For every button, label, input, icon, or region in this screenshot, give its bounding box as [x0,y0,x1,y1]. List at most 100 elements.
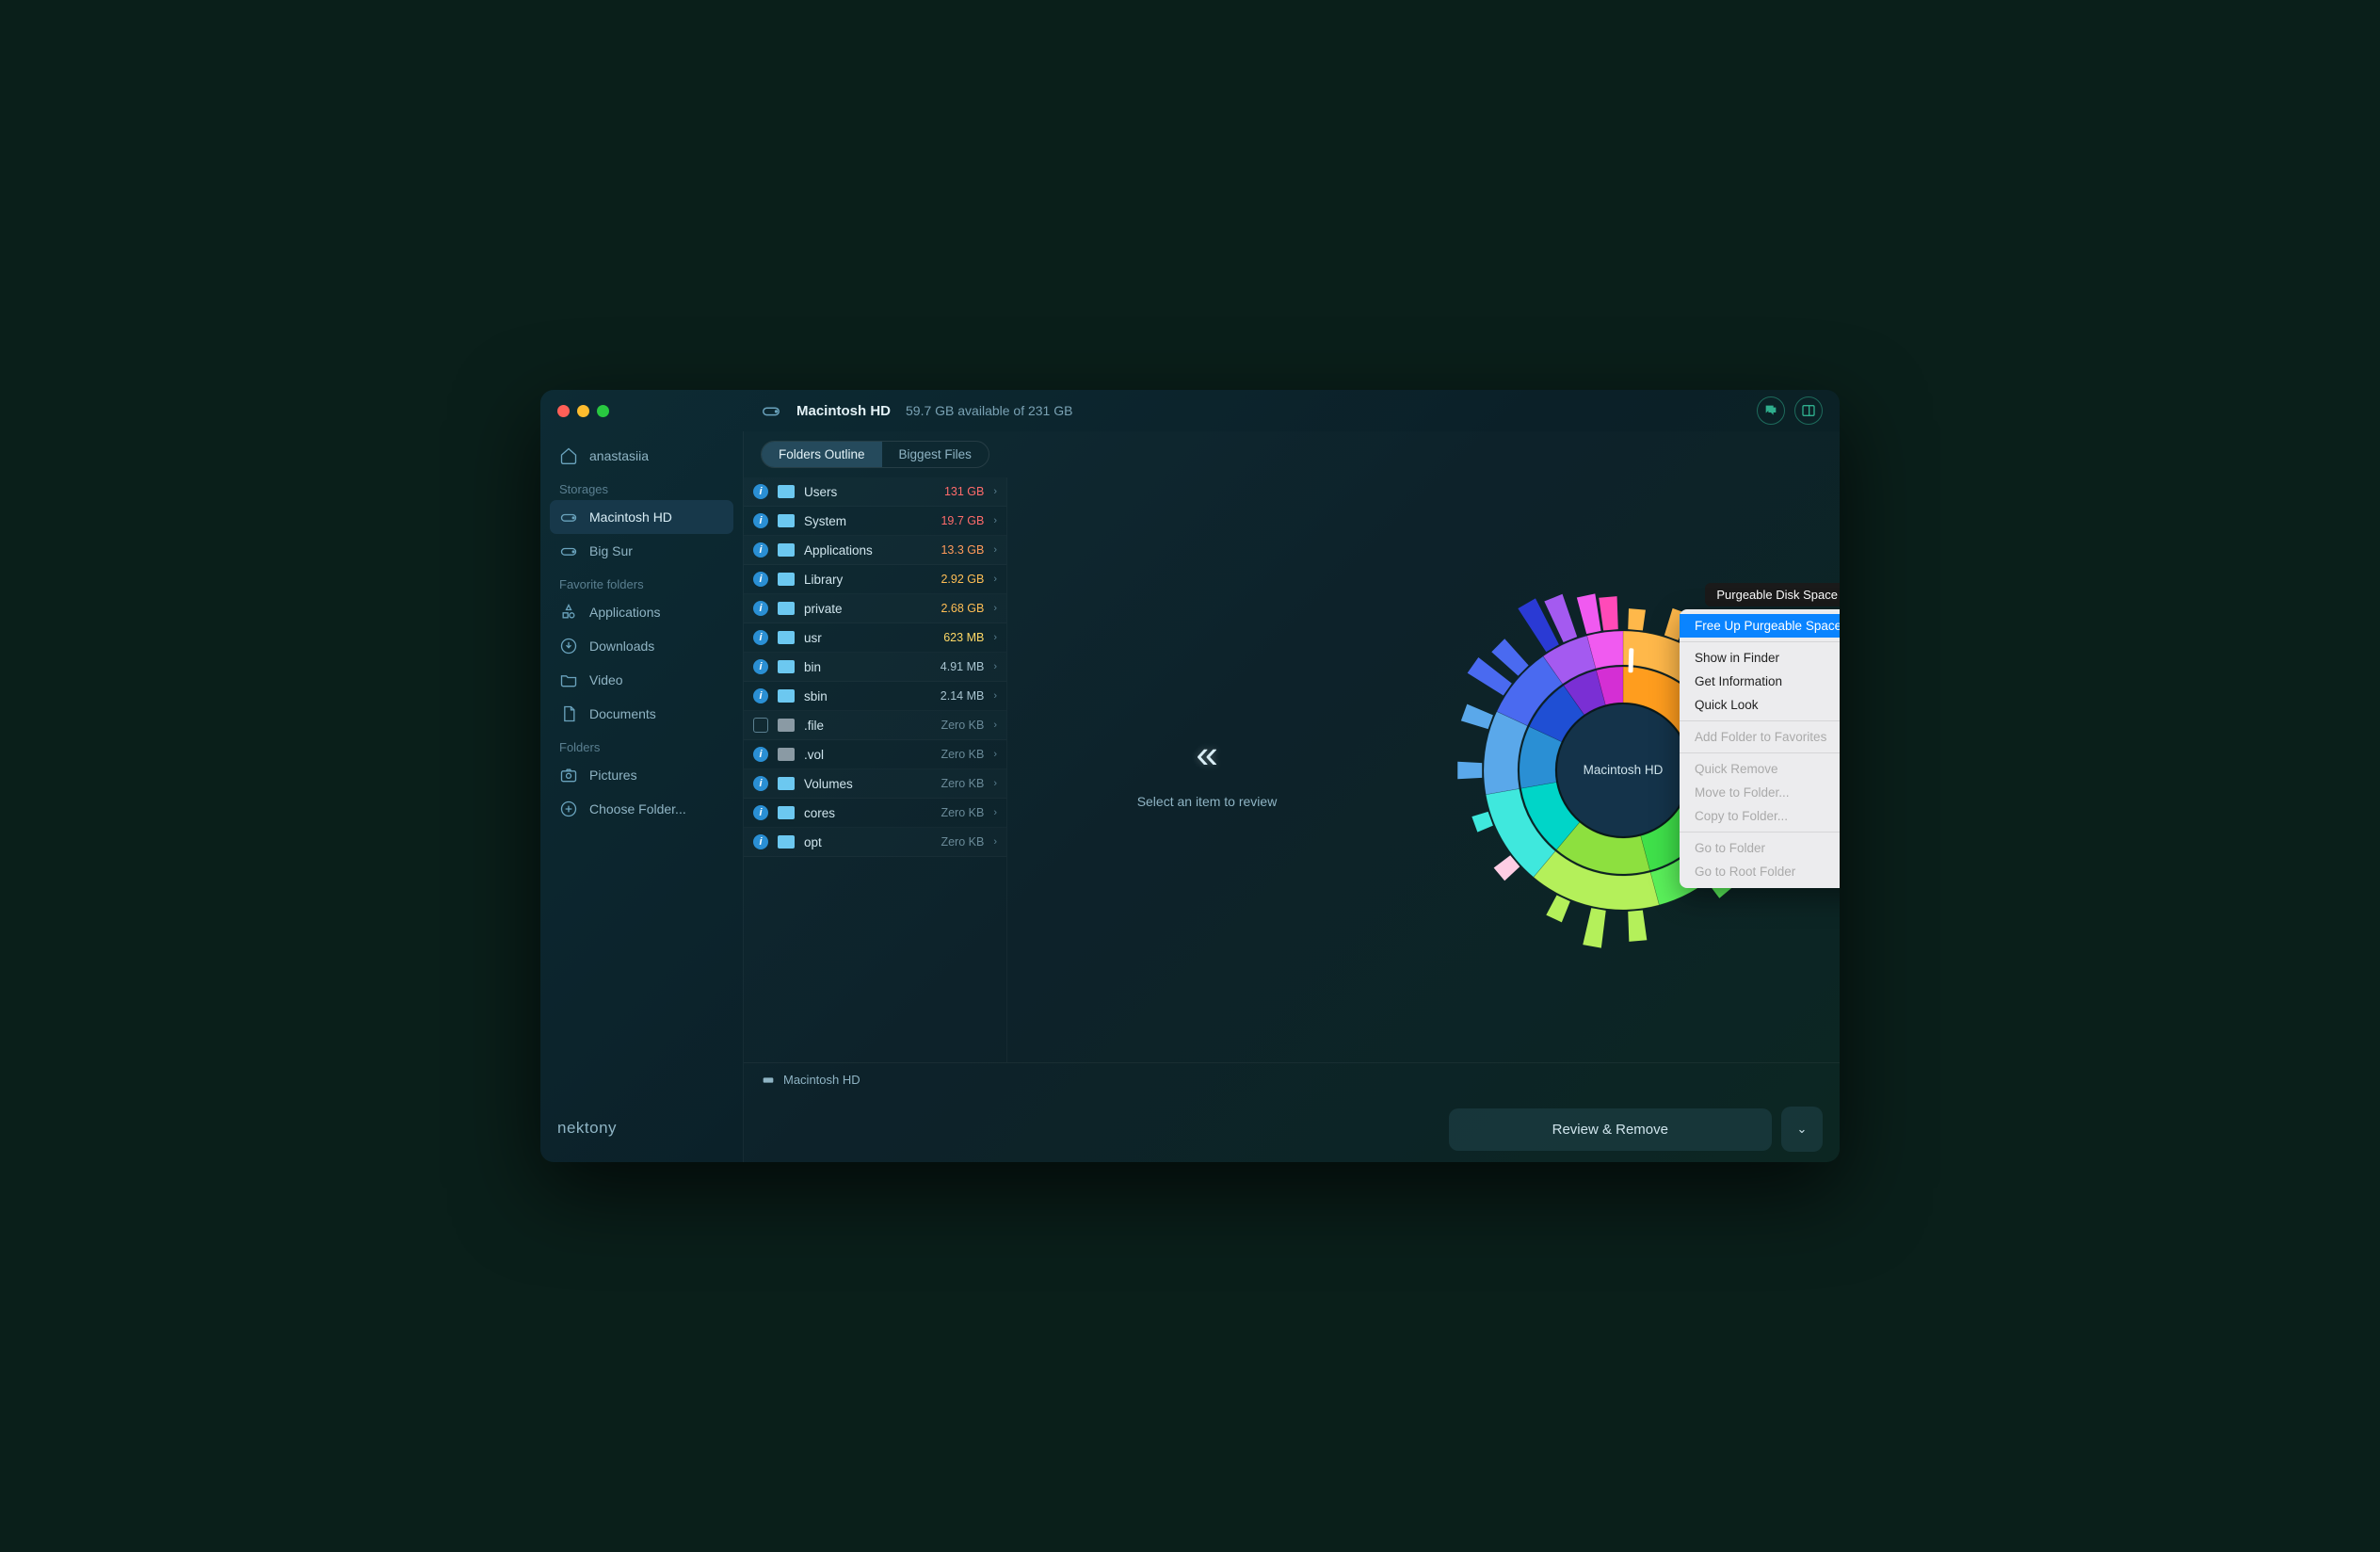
info-icon[interactable]: i [753,834,768,849]
sidebar-item-label: Big Sur [589,543,633,558]
camera-icon [559,766,578,784]
folder-row[interactable]: .fileZero KB› [744,711,1006,740]
chevron-right-icon: › [993,778,997,789]
info-icon[interactable]: i [753,747,768,762]
sidebar-item[interactable]: Applications [550,595,733,629]
info-icon[interactable]: i [753,572,768,587]
folder-row[interactable]: ioptZero KB› [744,828,1006,857]
sidebar-item[interactable]: Video [550,663,733,697]
chevron-right-icon: › [993,486,997,497]
sidebar-item[interactable]: Macintosh HD [550,500,733,534]
folder-row[interactable]: iUsers131 GB› [744,477,1006,507]
info-icon[interactable]: i [753,659,768,674]
folder-name: Library [804,573,922,587]
header-panel-button[interactable] [1794,396,1823,425]
folder-row[interactable]: iApplications13.3 GB› [744,536,1006,565]
menu-item: Quick Remove [1680,757,1840,781]
info-icon[interactable]: i [753,776,768,791]
folder-icon [778,719,795,732]
sidebar-item[interactable]: Big Sur [550,534,733,568]
folder-size: 2.92 GB [931,573,984,586]
folder-size: 131 GB [931,485,984,498]
sidebar-item[interactable]: Pictures [550,758,733,792]
folder-row[interactable]: iSystem19.7 GB› [744,507,1006,536]
chevron-right-icon: › [993,690,997,702]
menu-item: Copy to Folder... [1680,804,1840,828]
folder-name: sbin [804,689,922,703]
info-icon[interactable]: i [753,484,768,499]
folder-row[interactable]: icoresZero KB› [744,799,1006,828]
sidebar-user-label: anastasiia [589,448,649,463]
folder-name: Applications [804,543,922,558]
info-icon[interactable]: i [753,542,768,558]
review-dropdown-button[interactable]: ⌄ [1781,1107,1823,1152]
sidebar-item-label: Video [589,672,623,687]
home-icon [559,446,578,465]
sidebar-item-label: Downloads [589,639,654,654]
folder-size: 2.68 GB [931,602,984,615]
traffic-lights [557,405,609,417]
folder-icon [778,485,795,498]
folder-icon [778,777,795,790]
folder-icon [778,748,795,761]
menu-item[interactable]: Show in Finder [1680,646,1840,670]
folder-icon [778,806,795,819]
folder-size: 4.91 MB [931,660,984,673]
info-icon[interactable]: i [753,805,768,820]
view-tabs: Folders Outline Biggest Files [744,431,1840,477]
folder-row[interactable]: iusr623 MB› [744,623,1006,653]
header-chat-button[interactable] [1757,396,1785,425]
traffic-dot[interactable] [557,405,570,417]
info-icon[interactable]: i [753,688,768,703]
folder-icon [778,835,795,849]
disk-icon [559,542,578,560]
info-icon[interactable]: i [753,601,768,616]
chevron-right-icon: › [993,719,997,731]
sidebar-item[interactable]: Choose Folder... [550,792,733,826]
header-space-text: 59.7 GB available of 231 GB [906,403,1072,418]
info-icon[interactable]: i [753,513,768,528]
disk-small-icon [761,1073,776,1088]
menu-item[interactable]: Get Information [1680,670,1840,693]
sidebar-user[interactable]: anastasiia [550,439,733,473]
folder-row[interactable]: ibin4.91 MB› [744,653,1006,682]
sidebar-item[interactable]: Documents [550,697,733,731]
folder-size: 623 MB [931,631,984,644]
sidebar-item-label: Macintosh HD [589,509,672,525]
folder-name: private [804,602,922,616]
folder-size: 2.14 MB [931,689,984,703]
folder-row[interactable]: i private 2.68 GB › [744,594,1006,623]
traffic-dot[interactable] [597,405,609,417]
folder-icon [778,514,795,527]
traffic-dot[interactable] [577,405,589,417]
breadcrumb-bar: Macintosh HD [744,1062,1840,1096]
chevron-right-icon: › [993,574,997,585]
breadcrumb-label[interactable]: Macintosh HD [783,1073,860,1087]
menu-item[interactable]: Quick Look [1680,693,1840,717]
folder-list: iUsers131 GB›iSystem19.7 GB›iApplication… [744,477,1007,1062]
tab-biggest-files[interactable]: Biggest Files [882,442,989,467]
chevron-right-icon: › [993,603,997,614]
sidebar: anastasiia StoragesMacintosh HDBig SurFa… [540,431,743,1162]
review-remove-button[interactable]: Review & Remove [1449,1108,1772,1151]
sidebar-item-label: Documents [589,706,656,721]
sidebar-section-title: Folders [550,731,733,758]
info-icon[interactable]: i [753,630,768,645]
sidebar-item[interactable]: Downloads [550,629,733,663]
disk-icon [559,508,578,526]
folder-name: .vol [804,748,922,762]
folder-row[interactable]: iVolumesZero KB› [744,769,1006,799]
chevron-right-icon: › [993,749,997,760]
folder-row[interactable]: i.volZero KB› [744,740,1006,769]
folder-size: Zero KB [931,777,984,790]
folder-row[interactable]: i sbin 2.14 MB › [744,682,1006,711]
sidebar-item-label: Choose Folder... [589,801,686,816]
sunburst-viz[interactable]: Macintosh HD Purgeable Disk Space Free U… [1407,477,1840,1062]
chevron-right-icon: › [993,632,997,643]
tab-folders-outline[interactable]: Folders Outline [762,442,882,467]
sunburst-center[interactable]: Macintosh HD [1557,704,1689,836]
folder-row[interactable]: i Library 2.92 GB › [744,565,1006,594]
preview-label: Select an item to review [1137,794,1278,809]
menu-item[interactable]: Free Up Purgeable Space [1680,614,1840,638]
checkbox[interactable] [753,718,768,733]
